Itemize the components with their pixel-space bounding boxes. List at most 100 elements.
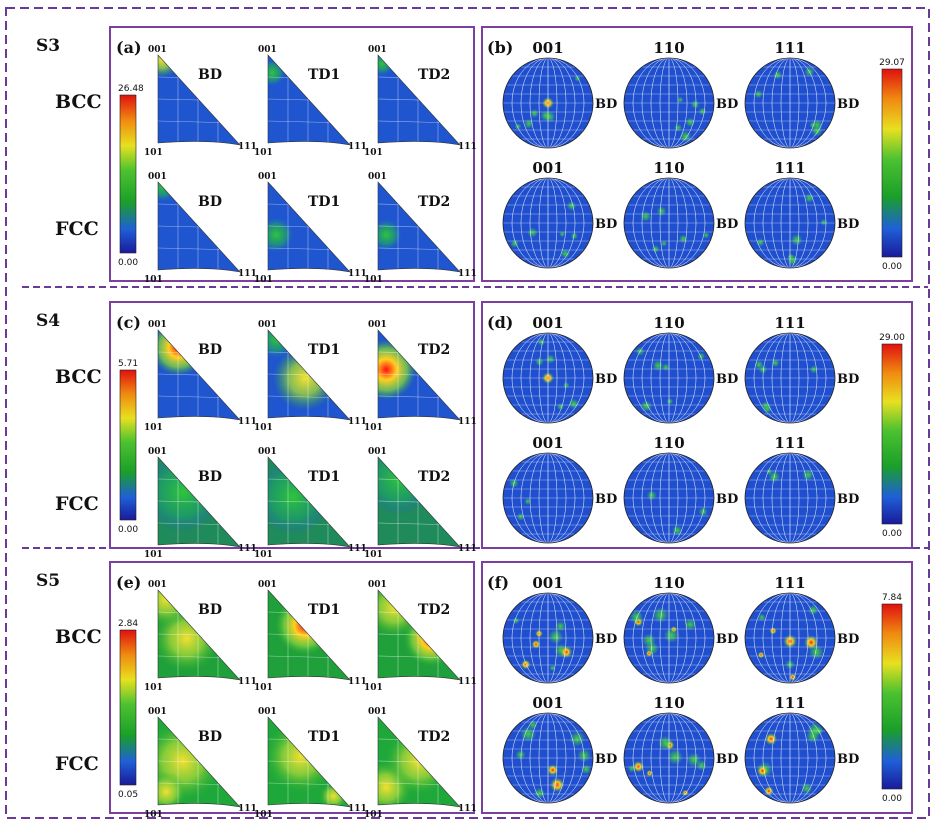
ipf-triangle: 001 101 111 BD <box>144 172 257 285</box>
triangle-outline <box>157 329 241 421</box>
plane-label: 001 <box>532 159 563 177</box>
pole-spot <box>559 230 566 238</box>
direction-label: TD1 <box>308 342 340 358</box>
pole-spot <box>656 206 667 217</box>
bd-reference-label: BD <box>716 97 738 112</box>
corner-101: 101 <box>364 148 383 158</box>
triangle-fill <box>268 457 350 547</box>
ipf-scale-max: 2.84 <box>118 619 138 629</box>
pole-spot <box>697 352 706 361</box>
phase-label-bcc: BCC <box>55 626 102 648</box>
pf-scale-min: 0.00 <box>882 262 902 272</box>
corner-111: 111 <box>458 142 477 152</box>
pole-spot <box>809 365 818 374</box>
pole-fill <box>745 593 835 683</box>
corner-001: 001 <box>258 172 277 182</box>
pole-spot <box>560 248 571 259</box>
plane-label: 110 <box>653 39 684 57</box>
pole-outline <box>623 57 715 149</box>
triangle-outline <box>267 329 351 421</box>
pole-figure: 111 BD <box>744 434 859 544</box>
corner-101: 101 <box>254 550 273 560</box>
plane-label: 111 <box>774 159 805 177</box>
ipf-panel-label: (c) <box>116 313 141 332</box>
bd-reference-label: BD <box>595 492 617 507</box>
pole-figure: 111 BD <box>744 574 859 684</box>
ipf-triangle: 001 101 111 BD <box>144 320 257 433</box>
triangle-outline <box>157 54 241 146</box>
pole-outline <box>623 332 715 424</box>
corner-111: 111 <box>238 544 257 554</box>
pole-spot <box>758 365 768 374</box>
bd-reference-label: BD <box>595 97 617 112</box>
corner-101: 101 <box>144 810 163 820</box>
pole-spot <box>769 627 777 635</box>
pole-figure: 001 BD <box>502 314 617 424</box>
bd-reference-label: BD <box>595 372 617 387</box>
plane-label: 110 <box>653 434 684 452</box>
pole-outline <box>623 452 715 544</box>
corner-001: 001 <box>368 707 387 717</box>
intensity-spot <box>378 339 417 400</box>
plane-label: 001 <box>532 314 563 332</box>
ipf-triangle: 001 101 111 TD1 <box>254 707 367 820</box>
pf-scale-max: 29.00 <box>879 333 905 343</box>
direction-label: BD <box>198 67 222 83</box>
direction-label: TD1 <box>308 469 340 485</box>
pole-spot <box>523 118 534 129</box>
pole-fill <box>745 713 835 803</box>
corner-001: 001 <box>148 580 167 590</box>
corner-111: 111 <box>458 417 477 427</box>
pole-spot <box>757 651 765 659</box>
pole-figure: 001 BD <box>502 39 617 149</box>
pole-figure: 110 BD <box>623 434 738 544</box>
intensity-spot <box>268 58 287 87</box>
corner-111: 111 <box>348 804 367 814</box>
pole-spot <box>757 613 766 622</box>
corner-111: 111 <box>348 677 367 687</box>
corner-111: 111 <box>238 417 257 427</box>
pole-spot <box>756 765 769 777</box>
corner-001: 001 <box>258 447 277 457</box>
pole-figure: 110 BD <box>623 694 738 804</box>
corner-111: 111 <box>238 804 257 814</box>
direction-label: TD2 <box>418 67 450 83</box>
ipf-scale-min: 0.05 <box>118 790 138 800</box>
intensity-spot <box>378 218 403 251</box>
intensity-spot <box>268 216 295 253</box>
pole-figure: 001 BD <box>502 694 617 804</box>
pole-spot <box>820 218 828 226</box>
pole-spot <box>802 469 814 481</box>
triangle-outline <box>157 456 241 548</box>
ipf-triangle: 001 101 111 BD <box>144 580 257 693</box>
pole-spot <box>646 490 657 501</box>
pole-spot <box>646 769 653 777</box>
corner-101: 101 <box>254 683 273 693</box>
ipf-colorbar <box>119 94 137 254</box>
pole-spot <box>786 254 799 266</box>
corner-111: 111 <box>238 269 257 279</box>
pole-spot <box>763 404 772 414</box>
bd-reference-label: BD <box>837 492 859 507</box>
plane-label: 001 <box>532 39 563 57</box>
corner-001: 001 <box>258 707 277 717</box>
direction-label: TD2 <box>418 342 450 358</box>
corner-101: 101 <box>364 423 383 433</box>
ipf-triangle: 001 101 111 TD2 <box>364 447 477 560</box>
pole-outline <box>502 592 594 684</box>
pole-outline <box>502 177 594 269</box>
triangle-fill <box>268 330 350 420</box>
intensity-spot <box>158 457 223 533</box>
pole-spot <box>566 201 577 211</box>
pole-fill <box>503 58 593 148</box>
pf-colorbar <box>881 603 903 790</box>
direction-label: BD <box>198 342 222 358</box>
pole-spot <box>773 70 783 80</box>
triangle-fill <box>158 457 240 547</box>
pole-spot <box>545 354 555 364</box>
corner-001: 001 <box>148 45 167 55</box>
pole-spot <box>549 664 556 672</box>
pole-fill <box>624 453 714 543</box>
corner-111: 111 <box>348 544 367 554</box>
